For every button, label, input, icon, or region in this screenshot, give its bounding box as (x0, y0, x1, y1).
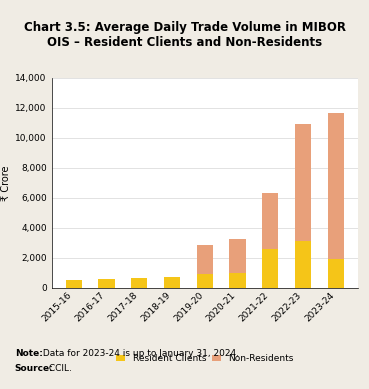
Bar (66, 280, 82, 288)
Bar (230, 273, 246, 288)
Bar (164, 277, 180, 288)
Bar (295, 124, 311, 240)
Bar (197, 273, 213, 288)
Text: CCIL.: CCIL. (46, 364, 72, 373)
Bar (131, 278, 148, 288)
Y-axis label: ₹ Crore: ₹ Crore (1, 165, 11, 201)
Text: Note:: Note: (15, 349, 43, 358)
Bar (328, 259, 344, 288)
Text: Chart 3.5: Average Daily Trade Volume in MIBOR
OIS – Resident Clients and Non-Re: Chart 3.5: Average Daily Trade Volume in… (24, 21, 345, 49)
Bar (328, 113, 344, 259)
Legend: Resident Clients, Non-Residents: Resident Clients, Non-Residents (116, 354, 293, 363)
Bar (197, 245, 213, 273)
Bar (230, 239, 246, 273)
Bar (262, 193, 279, 249)
Text: Data for 2023-24 is up to January 31, 2024.: Data for 2023-24 is up to January 31, 20… (40, 349, 239, 358)
Bar (295, 240, 311, 288)
Bar (262, 249, 279, 288)
Text: Source:: Source: (15, 364, 54, 373)
Bar (98, 279, 115, 288)
